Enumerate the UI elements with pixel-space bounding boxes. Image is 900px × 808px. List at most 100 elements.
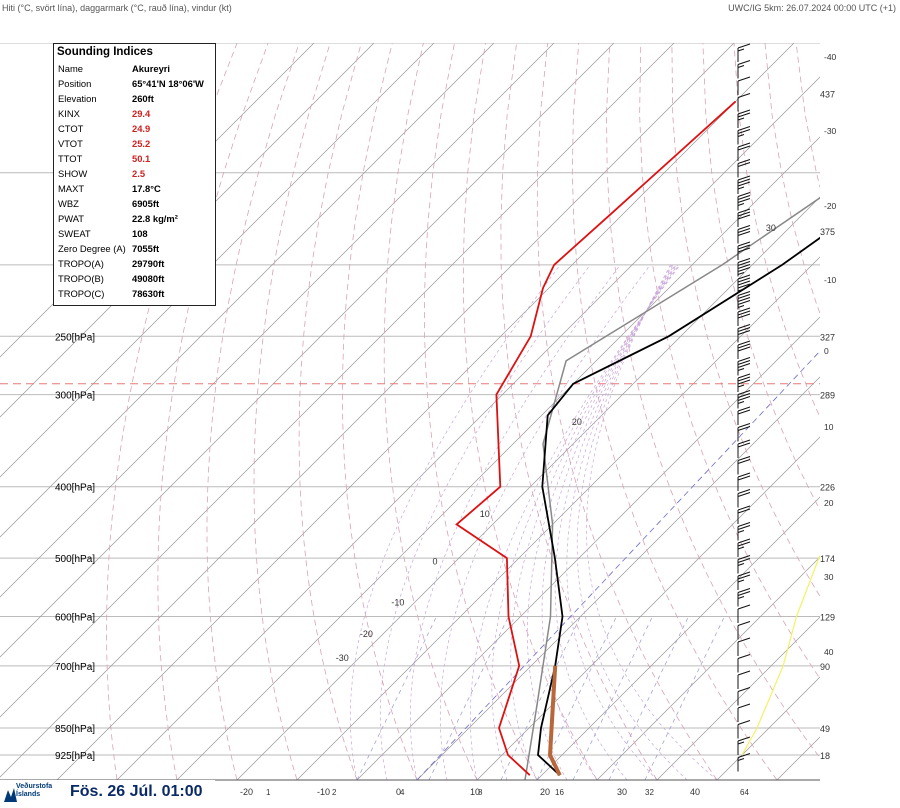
wind-barb-flag — [737, 637, 751, 643]
isotherm — [236, 196, 820, 780]
wind-barb-flag — [737, 409, 751, 415]
mixing-ratio-label: 64 — [740, 788, 749, 797]
mixing-ratio-label: 8 — [478, 788, 483, 797]
right-temp-label: 30 — [824, 572, 834, 582]
wind-barb-flag — [737, 489, 751, 494]
isotherm — [0, 43, 435, 478]
index-key: TTOT — [58, 153, 83, 164]
index-row: SHOW 2.5 — [54, 166, 215, 181]
wind-barb-half — [737, 117, 745, 121]
bottom-temp-label: -20 — [240, 787, 253, 797]
wind-barb-half — [737, 384, 745, 388]
pressure-label: 250[hPa] — [55, 332, 95, 343]
wind-barb-flag — [737, 423, 751, 428]
wind-barb-flag — [737, 280, 751, 286]
wind-barb-flag — [737, 145, 751, 151]
index-key: MAXT — [58, 183, 85, 194]
sounding-indices-panel: Sounding Indices Name Akureyri Position 65°… — [53, 43, 216, 306]
index-row: Name Akureyri — [54, 61, 215, 76]
wind-barb-flag — [737, 508, 751, 514]
bottom-temp-label: -10 — [317, 787, 330, 797]
wind-barb-flag — [737, 396, 751, 401]
index-row: MAXT 17.8°C — [54, 181, 215, 196]
wind-barb-half — [737, 563, 745, 566]
isotherm — [776, 736, 820, 780]
wind-barb-flag — [737, 76, 751, 82]
isotherm-label: 20 — [572, 417, 582, 427]
parcel-path — [524, 196, 820, 780]
mixing-ratio-line — [608, 616, 689, 780]
dry-adiabat — [571, 43, 778, 780]
right-temp-label: -20 — [824, 201, 837, 211]
bottom-temp-label: 20 — [540, 787, 550, 797]
moist-adiabat — [541, 264, 676, 780]
wind-barb-flag — [737, 192, 751, 197]
wind-barb-flag — [737, 555, 751, 560]
wind-barb-flag — [737, 472, 751, 478]
wind-barb-half — [737, 546, 745, 550]
height-label: 437 — [820, 89, 835, 99]
wind-barb-flag — [737, 406, 751, 412]
legend-caption: Hiti (°C, svört lína), daggarmark (°C, r… — [2, 3, 232, 13]
pressure-label: 600[hPa] — [55, 612, 95, 623]
dry-adiabat — [298, 43, 362, 780]
dry-adiabat — [606, 43, 820, 759]
moist-adiabat — [469, 264, 681, 780]
wind-barb-flag — [737, 571, 751, 577]
wind-barb-flag — [737, 300, 751, 305]
wind-barb-flag — [737, 178, 751, 184]
wind-barb-flag — [737, 211, 751, 217]
mixing-ratio-line — [428, 616, 509, 780]
index-row: KINX 29.4 — [54, 106, 215, 121]
dry-adiabat — [702, 43, 820, 511]
wind-barb-flag — [737, 208, 751, 214]
index-key: CTOT — [58, 123, 84, 134]
index-value: 108 — [132, 228, 148, 239]
wind-barb-flag — [737, 244, 751, 250]
dry-adiabat — [423, 43, 538, 780]
dry-adiabat — [500, 43, 658, 780]
mixing-ratio-label: 1 — [266, 788, 271, 797]
dewpoint-line — [455, 100, 737, 776]
index-value: 65°41'N 18°06'W — [132, 78, 204, 89]
wind-barb-flag — [737, 670, 751, 676]
wind-barb-flag — [737, 654, 751, 659]
index-key: SHOW — [58, 168, 88, 179]
wind-barb-flag — [737, 297, 751, 302]
isotherm — [0, 43, 495, 538]
index-value: 29.4 — [132, 108, 151, 119]
wind-barb-flag — [737, 379, 751, 385]
mixing-ratio-line — [572, 616, 653, 780]
wind-barb-flag — [737, 159, 751, 164]
index-key: Position — [58, 78, 92, 89]
wind-barb-flag — [737, 475, 751, 481]
bottom-temp-label: 0 — [396, 787, 401, 797]
isotherm — [0, 43, 675, 718]
height-label: 226 — [820, 483, 835, 493]
index-value: 29790ft — [132, 258, 165, 269]
wind-barb-flag — [737, 142, 751, 148]
isotherm-label: 10 — [480, 509, 490, 519]
isotherm — [837, 43, 900, 780]
wind-barb-half — [737, 272, 745, 275]
wind-barb-flag — [737, 294, 751, 299]
height-label: 289 — [820, 391, 835, 401]
isotherm — [0, 43, 735, 778]
dry-adiabat — [106, 43, 238, 780]
isotherm — [296, 256, 820, 780]
wind-barb-flag — [737, 357, 751, 362]
moist-adiabat — [554, 264, 675, 780]
wind-barb-flag — [737, 264, 751, 269]
moist-adiabat — [586, 264, 718, 780]
moist-adiabat — [409, 264, 621, 780]
wind-barb-flag — [737, 327, 751, 332]
height-label: 174 — [820, 554, 835, 564]
logo-text: Veðurstofa Íslands — [16, 783, 52, 799]
isotherm — [476, 436, 820, 780]
wind-barb-flag — [737, 703, 751, 709]
index-row: PWAT 22.8 kg/m² — [54, 211, 215, 226]
wind-barb-half — [737, 758, 745, 761]
mixing-ratio-label: 4 — [400, 788, 405, 797]
index-key: Elevation — [58, 93, 97, 104]
